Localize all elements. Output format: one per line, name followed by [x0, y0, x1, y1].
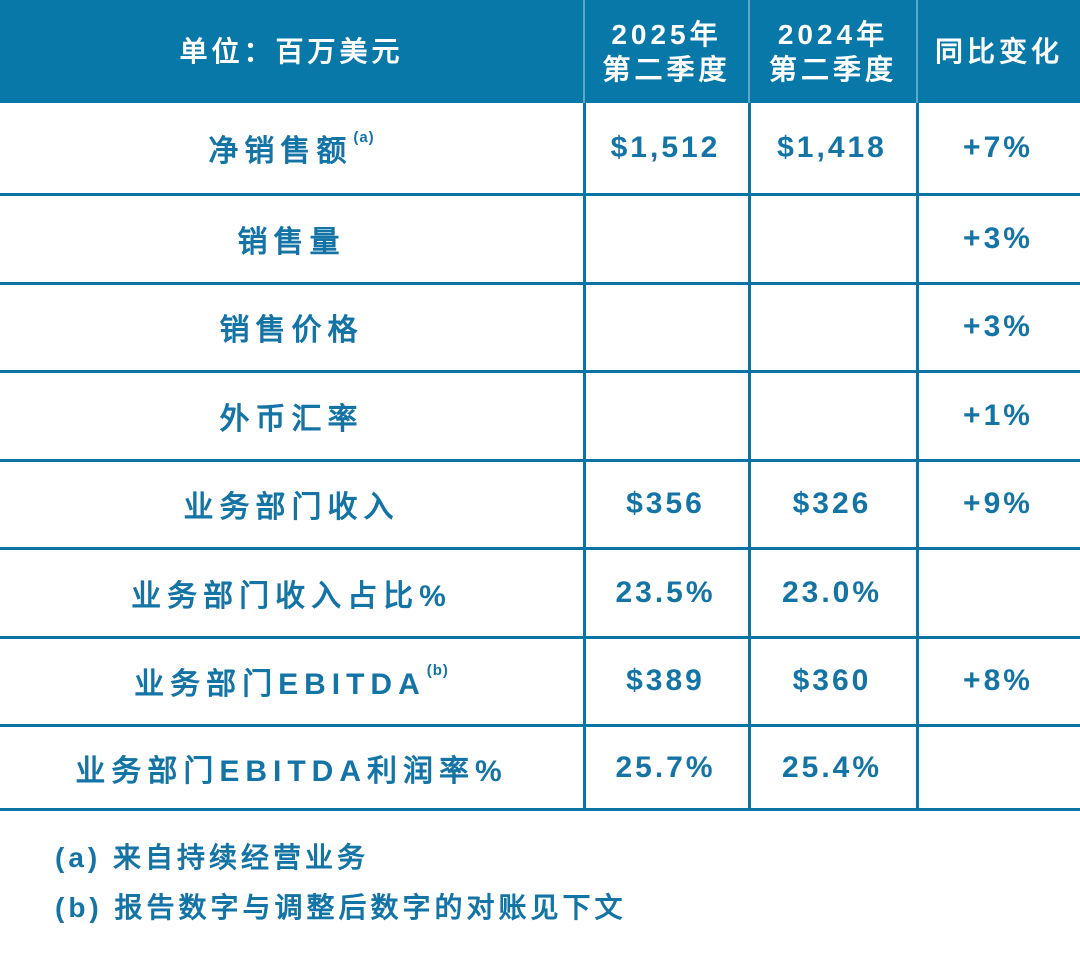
value-yoy: [916, 727, 1080, 808]
value-q2-2025: $1,512: [610, 131, 721, 164]
row-label-text: 销售量: [237, 225, 346, 259]
value-q2-2024: $360: [792, 664, 872, 698]
column-header-yoy-change: 同比变化: [916, 0, 1080, 103]
value-q2-2025: [583, 373, 748, 459]
row-label-text: 业务部门收入: [183, 491, 400, 525]
value-q2-2024: 25.4%: [781, 750, 883, 784]
value-yoy: +7%: [963, 131, 1033, 164]
row-label: 业务部门收入: [0, 462, 583, 548]
value-yoy: +9%: [963, 487, 1033, 521]
table-row-net-sales: 净销售额 (a) $1,512 $1,418 +7%: [0, 103, 1080, 196]
table-row-segment-ebitda: 业务部门EBITDA (b) $389 $360 +8%: [0, 639, 1080, 727]
row-label-text: 业务部门收入占比%: [131, 579, 452, 613]
table-row-sales-price: 销售价格 +3%: [0, 285, 1080, 373]
table-row-fx-rate: 外币汇率 +1%: [0, 373, 1080, 462]
value-q2-2025: 25.7%: [615, 750, 716, 784]
quarterly-results-table: 单位：百万美元 2025年 第二季度 2024年 第二季度 同比变化 净销售额(…: [0, 0, 1080, 811]
row-label: 销售价格: [0, 285, 583, 371]
value-q2-2025: [583, 196, 748, 282]
row-label-text: 业务部门EBITDA: [134, 668, 426, 702]
value-yoy: +1%: [963, 398, 1033, 432]
footnote-b: (b) 报告数字与调整后数字的对账见下文: [55, 892, 627, 923]
column-header-q2-2025: 2025年 第二季度: [583, 0, 748, 103]
column-divider-2: [748, 103, 751, 811]
row-label: 销售量: [0, 196, 583, 282]
row-label: 业务部门EBITDA利润率%: [0, 727, 583, 808]
value-q2-2025: 23.5%: [615, 575, 716, 609]
row-label: 外币汇率: [0, 373, 583, 459]
value-yoy: +3%: [963, 221, 1033, 255]
row-label: 业务部门收入占比%: [0, 550, 583, 636]
footnote-marker-b: (b): [426, 661, 449, 679]
footnotes: (a) 来自持续经营业务 (b) 报告数字与调整后数字的对账见下文: [55, 833, 1080, 933]
row-label-text: 业务部门EBITDA利润率%: [75, 754, 508, 788]
value-yoy: [916, 550, 1080, 636]
row-label-text: 外币汇率: [219, 402, 364, 436]
footnote-marker-a: (a): [353, 128, 375, 146]
row-label-text: 净销售额: [208, 135, 353, 168]
value-q2-2024: $326: [792, 487, 872, 521]
table-row-segment-ebitda-margin: 业务部门EBITDA利润率% 25.7% 25.4%: [0, 727, 1080, 811]
table-row-sales-volume: 销售量 +3%: [0, 196, 1080, 285]
value-q2-2025: $389: [626, 664, 705, 698]
value-yoy: +8%: [963, 664, 1033, 698]
value-q2-2024: $1,418: [777, 131, 887, 164]
row-label: 业务部门EBITDA (b): [0, 639, 583, 725]
value-q2-2024: [748, 373, 916, 459]
table-row-segment-income-pct: 业务部门收入占比% 23.5% 23.0%: [0, 550, 1080, 639]
value-yoy: +3%: [963, 310, 1033, 344]
column-header-unit: 单位：百万美元: [179, 36, 404, 67]
value-q2-2025: $356: [626, 487, 705, 521]
table-row-segment-income: 业务部门收入 $356 $326 +9%: [0, 462, 1080, 550]
row-label-text: 销售价格: [219, 314, 364, 348]
column-header-q2-2024: 2024年 第二季度: [748, 0, 916, 103]
value-q2-2025: [583, 285, 748, 371]
footnote-a: (a) 来自持续经营业务: [55, 842, 370, 873]
column-divider-1: [583, 103, 586, 811]
column-divider-3: [916, 103, 919, 811]
value-q2-2024: 23.0%: [781, 575, 883, 609]
table-header-row: 单位：百万美元 2025年 第二季度 2024年 第二季度 同比变化: [0, 0, 1080, 103]
value-q2-2024: [748, 285, 916, 371]
row-label: 净销售额 (a): [0, 103, 583, 193]
value-q2-2024: [748, 196, 916, 282]
